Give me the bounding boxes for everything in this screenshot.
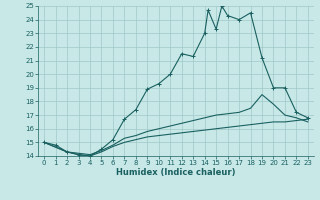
X-axis label: Humidex (Indice chaleur): Humidex (Indice chaleur) <box>116 168 236 177</box>
